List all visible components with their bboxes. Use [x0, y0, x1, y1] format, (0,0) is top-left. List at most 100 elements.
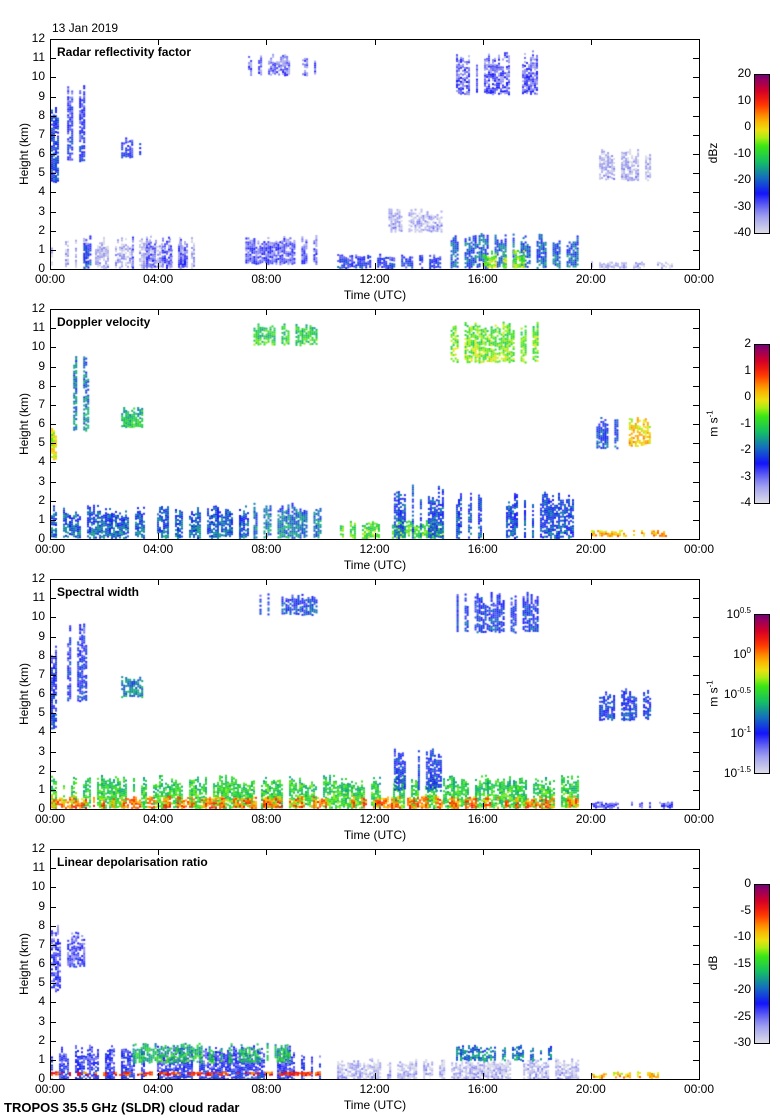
y-tick-label: 0 — [38, 801, 45, 815]
y-tick-mark — [50, 173, 56, 175]
y-tick-mark — [50, 636, 56, 638]
x-tick-mark — [482, 579, 484, 585]
date-label: 13 Jan 2019 — [52, 21, 119, 35]
colorbar-tick-label: -5 — [740, 902, 751, 917]
x-tick-label: 16:00 — [467, 1082, 498, 1096]
y-tick-mark — [50, 964, 56, 965]
x-tick-mark — [590, 1073, 592, 1079]
x-tick-label: 12:00 — [359, 272, 390, 286]
y-tick-mark — [50, 983, 56, 985]
y-axis-label: Height (km) — [17, 122, 31, 185]
x-tick-mark — [266, 533, 268, 539]
colorbar-tick-label: -1 — [740, 415, 751, 430]
y-tick-mark — [693, 1059, 699, 1061]
y-tick-mark — [50, 1002, 56, 1004]
x-tick-label: 16:00 — [467, 272, 498, 286]
y-tick-mark — [693, 115, 699, 117]
y-axis-label: Height (km) — [17, 392, 31, 455]
y-tick-label: 4 — [38, 454, 45, 469]
y-tick-label: 10 — [31, 879, 45, 894]
y-tick-mark — [50, 211, 56, 213]
plot-panel-3: Spectral width — [50, 579, 700, 810]
y-tick-mark — [50, 77, 56, 79]
y-tick-label: 3 — [38, 203, 45, 218]
x-tick-mark — [158, 1073, 160, 1079]
colorbar-tick-label: 10 — [737, 92, 751, 107]
y-tick-mark — [50, 500, 56, 502]
y-tick-mark — [693, 39, 699, 40]
y-tick-mark — [50, 443, 56, 445]
x-tick-mark — [699, 849, 700, 855]
y-tick-mark — [50, 519, 56, 521]
x-tick-mark — [374, 533, 376, 539]
colorbar — [754, 614, 770, 774]
y-tick-mark — [50, 598, 56, 600]
x-tick-label: 08:00 — [251, 1082, 282, 1096]
x-tick-label: 16:00 — [467, 542, 498, 556]
colorbar-tick-label: -20 — [733, 172, 751, 186]
colorbar-unit-text: m s — [706, 687, 721, 707]
x-tick-mark — [158, 533, 160, 539]
colorbar-tick-label: -30 — [733, 1035, 751, 1049]
y-tick-label: 3 — [38, 473, 45, 488]
y-tick-label: 12 — [31, 31, 45, 45]
instrument-label: TROPOS 35.5 GHz (SLDR) cloud radar — [4, 1100, 240, 1115]
y-tick-label: 9 — [38, 898, 45, 913]
y-tick-mark — [50, 944, 56, 946]
y-tick-mark — [693, 713, 699, 715]
x-tick-mark — [50, 309, 51, 315]
x-tick-mark — [374, 39, 376, 45]
y-tick-label: 9 — [38, 358, 45, 373]
y-tick-mark — [693, 404, 699, 406]
x-tick-mark — [590, 309, 592, 315]
y-tick-mark — [693, 944, 699, 946]
y-tick-label: 6 — [38, 686, 45, 700]
y-tick-label: 4 — [38, 994, 45, 1009]
y-tick-label: 12 — [31, 571, 45, 585]
y-tick-label: 5 — [38, 435, 45, 450]
colorbar-unit-label: dB — [706, 933, 720, 993]
y-tick-label: 1 — [38, 1051, 45, 1066]
y-tick-mark — [50, 462, 56, 464]
colorbar-tick-base: 10 — [730, 726, 744, 741]
colorbar-tick-base: 10 — [723, 686, 738, 701]
y-tick-mark — [693, 347, 699, 349]
panel-title: Linear depolarisation ratio — [57, 855, 208, 869]
y-tick-label: 4 — [38, 184, 45, 199]
y-tick-mark — [50, 347, 56, 349]
x-tick-mark — [374, 1073, 376, 1079]
y-tick-mark — [693, 636, 699, 638]
radar-echo-field — [51, 850, 699, 1079]
colorbar-tick-exp: -0.5 — [737, 685, 751, 695]
y-tick-label: 10 — [31, 69, 45, 84]
y-tick-mark — [50, 713, 56, 715]
x-tick-label: 12:00 — [359, 1082, 390, 1096]
y-tick-mark — [693, 1002, 699, 1004]
colorbar-tick-label: -20 — [733, 982, 751, 996]
y-tick-label: 7 — [38, 936, 45, 951]
y-tick-label: 11 — [32, 320, 45, 335]
y-tick-mark — [693, 732, 699, 734]
y-tick-label: 3 — [38, 743, 45, 758]
y-tick-label: 8 — [38, 917, 45, 932]
x-tick-mark — [699, 263, 700, 269]
y-tick-mark — [693, 96, 699, 98]
y-tick-label: 7 — [38, 666, 45, 681]
x-tick-label: 00:00 — [34, 272, 66, 286]
colorbar-tick-label: 2 — [744, 336, 751, 350]
y-tick-mark — [50, 655, 56, 657]
x-tick-mark — [374, 803, 376, 809]
colorbar-tick-label: -30 — [733, 198, 751, 213]
x-tick-mark — [374, 263, 376, 269]
y-tick-mark — [50, 674, 56, 676]
y-axis-label: Height (km) — [17, 932, 31, 995]
x-tick-label: 12:00 — [359, 812, 390, 826]
y-tick-mark — [50, 849, 56, 850]
colorbar-tick-label: 0 — [744, 876, 751, 890]
colorbar-tick-label: 10-0.5 — [707, 686, 751, 701]
y-tick-mark — [693, 655, 699, 657]
x-tick-mark — [50, 263, 51, 269]
y-tick-mark — [693, 58, 699, 60]
y-tick-mark — [50, 424, 56, 425]
x-tick-label: 08:00 — [251, 542, 282, 556]
